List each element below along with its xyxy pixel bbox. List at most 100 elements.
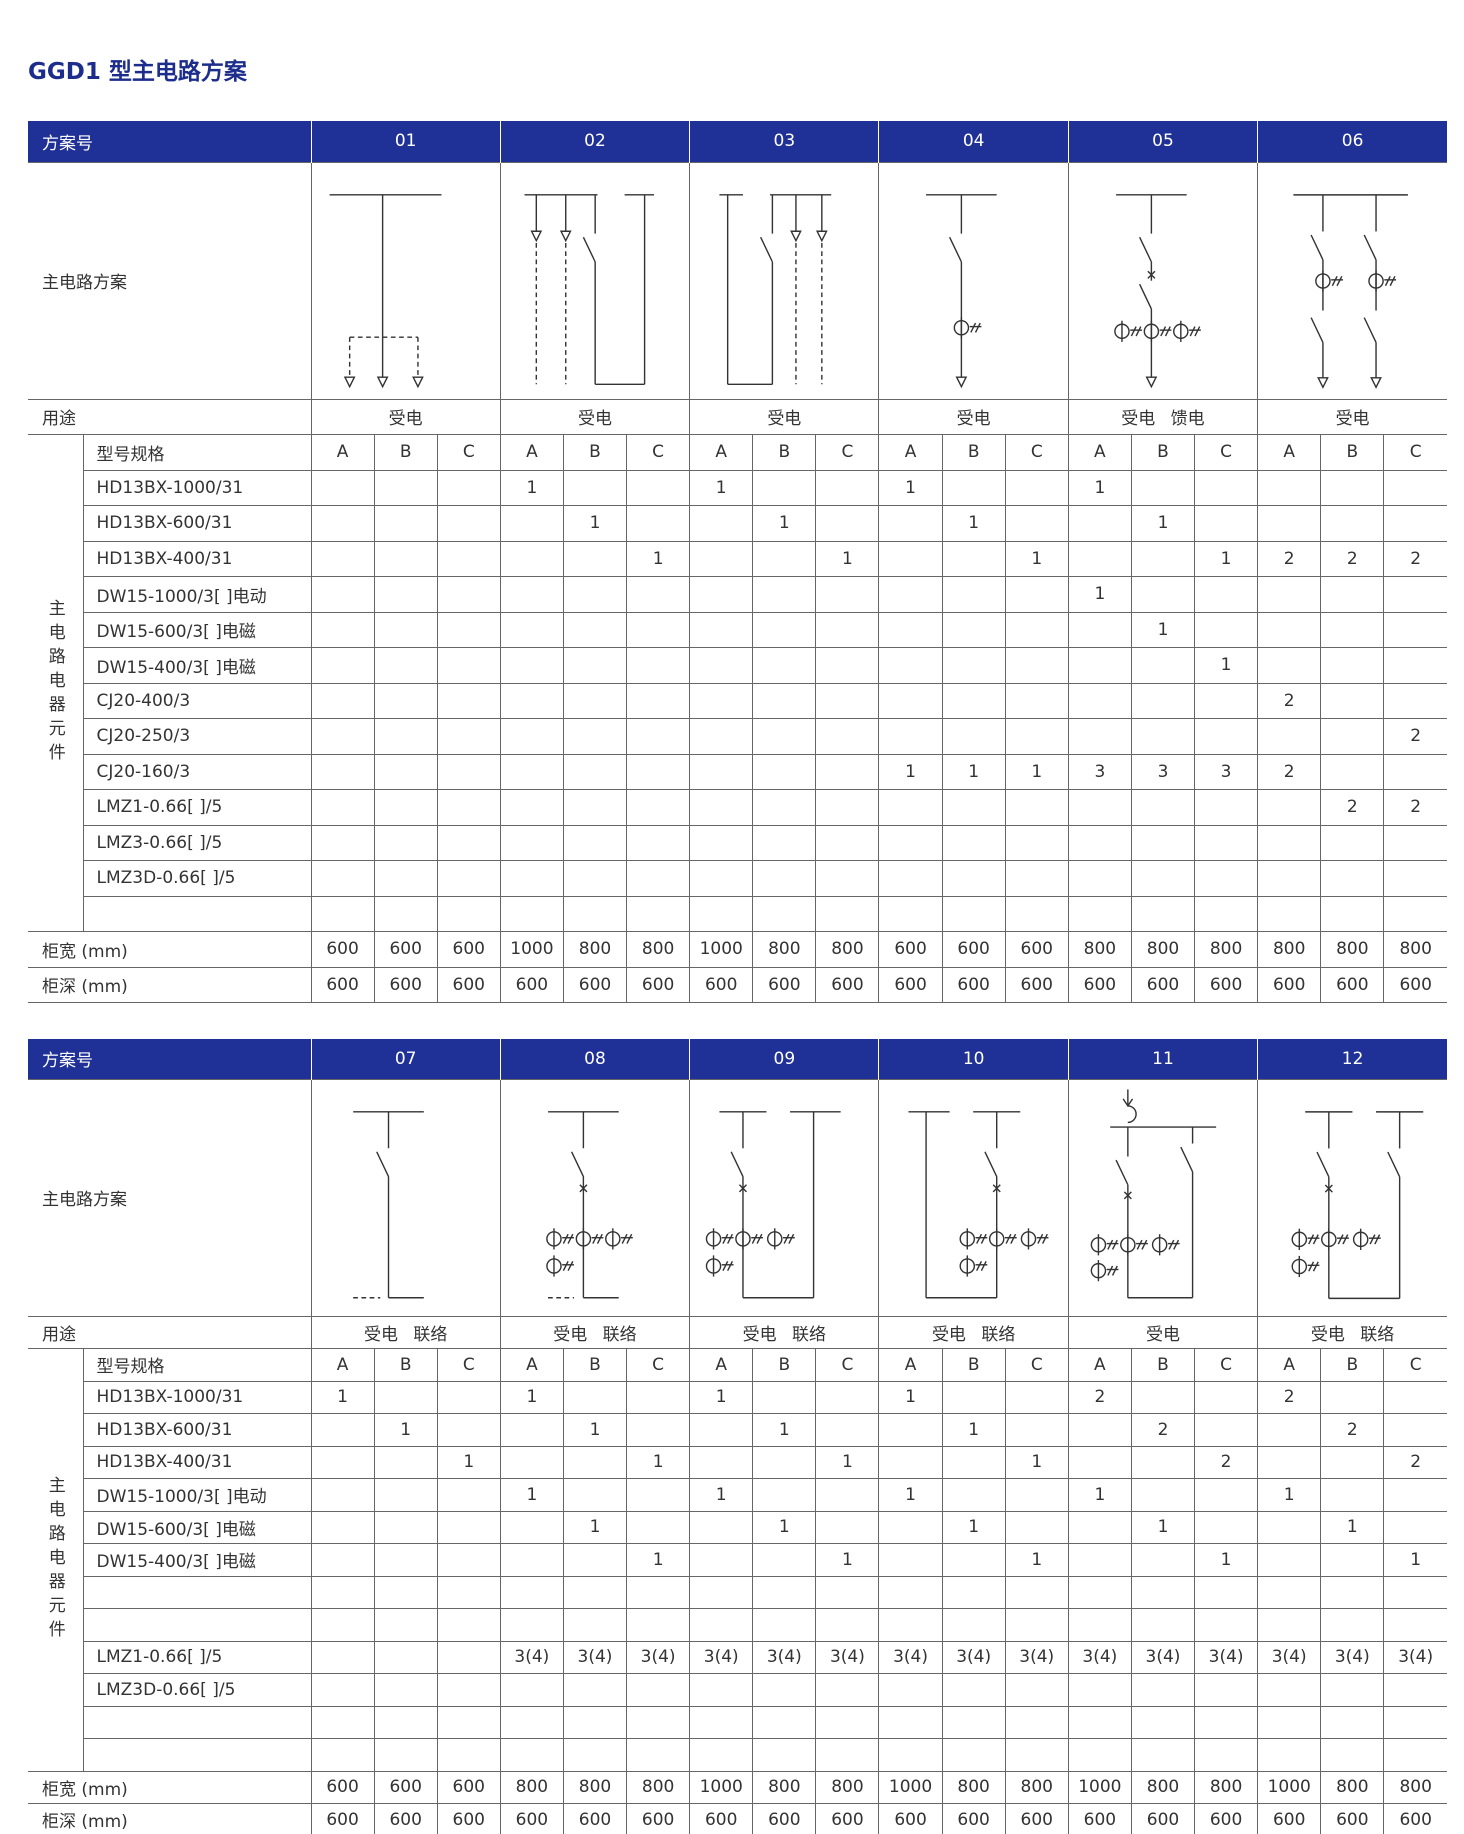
component-name: DW15-1000/3[ ]电动: [83, 1478, 312, 1512]
quantity: [1320, 682, 1385, 720]
quantity: [815, 682, 880, 720]
quantity: 3(4): [1194, 1640, 1259, 1675]
quantity: [499, 1575, 564, 1610]
wire: [562, 1260, 569, 1271]
column-letter: A: [689, 434, 754, 471]
quantity: [373, 1640, 438, 1675]
quantity: [499, 1510, 564, 1545]
quantity: [815, 789, 880, 826]
quantity: 1: [1194, 1543, 1259, 1577]
quantity: [373, 789, 438, 826]
wire: [1172, 1239, 1179, 1250]
quantity: [562, 1380, 628, 1415]
quantity: 1: [499, 469, 564, 507]
quantity: 1: [562, 1413, 628, 1447]
quantity: [499, 576, 564, 613]
quantity: [1067, 718, 1132, 755]
quantity: [1004, 1380, 1069, 1415]
component-name: HD13BX-600/31: [83, 1413, 312, 1447]
quantity: [373, 611, 438, 649]
wire: [596, 1233, 603, 1244]
cabinet-width: 800: [1320, 1770, 1385, 1805]
cabinet-depth: 600: [815, 966, 880, 1004]
circuit-diagram: [352, 1110, 424, 1299]
component-row: CJ20-250/3 2: [28, 718, 1447, 755]
quantity: [1257, 1543, 1322, 1577]
cabinet-depth: 600: [1320, 1803, 1385, 1834]
quantity: [1004, 1478, 1069, 1512]
quantity: [815, 860, 880, 897]
quantity: [878, 1543, 943, 1577]
quantity: [689, 682, 754, 720]
usage-row: 用途 受电 联络 受电 联络 受电 联络 受电 联络 受电 受电 联络: [28, 1315, 1447, 1350]
wire: [1107, 1239, 1113, 1250]
quantity: [1194, 469, 1259, 507]
quantity: [1004, 718, 1069, 755]
quantity: [815, 611, 880, 649]
usage-label: 用途: [28, 1315, 312, 1350]
cabinet-depth: 600: [752, 1803, 817, 1834]
quantity: [1067, 1575, 1132, 1610]
component-name: [83, 1738, 312, 1772]
quantity: [373, 469, 438, 507]
cabinet-width: 800: [1004, 1770, 1069, 1805]
wire: [1336, 275, 1343, 286]
group-label: 主电路电器元件: [28, 434, 84, 933]
quantity: [1320, 611, 1385, 649]
cabinet-depth: 600: [1320, 966, 1385, 1004]
quantity: 3(4): [626, 1640, 691, 1675]
quantity: [815, 753, 880, 791]
quantity: [1194, 1673, 1259, 1707]
quantity: [1130, 860, 1196, 897]
quantity: [499, 1738, 564, 1772]
component-name: LMZ3D-0.66[ ]/5: [83, 860, 312, 897]
quantity: 1: [1320, 1510, 1385, 1545]
quantity: 1: [941, 1510, 1006, 1545]
quantity: 3(4): [562, 1640, 628, 1675]
quantity: [1320, 1543, 1385, 1577]
wire: [984, 1151, 998, 1177]
quantity: [1004, 611, 1069, 649]
quantity: [1257, 895, 1322, 933]
quantity: [499, 1543, 564, 1577]
component-row: [28, 1705, 1447, 1740]
quantity: 1: [941, 1413, 1006, 1447]
quantity: [373, 1673, 438, 1707]
wire: [981, 1233, 988, 1244]
quantity: [499, 1705, 564, 1740]
quantity: [436, 1640, 501, 1675]
column-letter: A: [878, 1348, 943, 1382]
quantity: [562, 1705, 628, 1740]
column-letter: C: [1194, 1348, 1259, 1382]
quantity: [878, 576, 943, 613]
quantity: [1067, 1705, 1132, 1740]
quantity: [752, 540, 817, 578]
scheme-number: 04: [878, 121, 1069, 162]
arrow: [411, 376, 424, 389]
quantity: [878, 1413, 943, 1447]
quantity: [310, 1673, 375, 1707]
diagram-cell: [1067, 161, 1259, 400]
component-row: LMZ3-0.66[ ]/5: [28, 824, 1447, 862]
quantity: [1130, 824, 1196, 862]
wire: [727, 1233, 734, 1244]
quantity: [1130, 1608, 1196, 1642]
quantity: [1004, 1608, 1069, 1642]
cabinet-depth-label: 柜深 (mm): [28, 1803, 312, 1834]
quantity: [815, 824, 880, 862]
quantity: [1194, 1705, 1259, 1740]
quantity: 1: [878, 753, 943, 791]
component-row: DW15-600/3[ ]电磁 1: [28, 611, 1447, 649]
quantity: [499, 753, 564, 791]
wire: [1135, 326, 1142, 337]
quantity: [1130, 469, 1196, 507]
quantity: [499, 718, 564, 755]
quantity: [878, 1445, 943, 1480]
quantity: [689, 576, 754, 613]
quantity: [1194, 1380, 1259, 1415]
usage: 受电: [1067, 1315, 1259, 1350]
diagram-label: 主电路方案: [28, 161, 312, 400]
diagram-cell: [310, 161, 501, 400]
quantity: [1383, 647, 1447, 684]
cabinet-depth: 600: [626, 966, 691, 1004]
